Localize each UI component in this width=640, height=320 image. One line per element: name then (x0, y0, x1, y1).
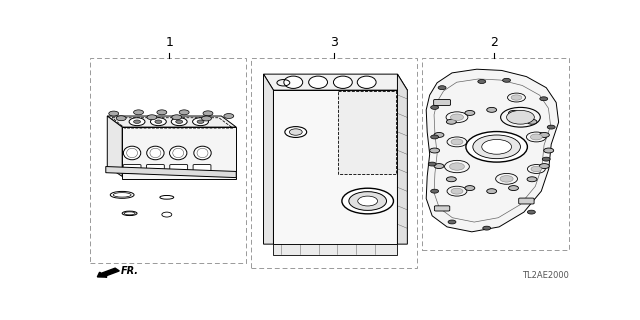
Text: FR.: FR. (121, 266, 139, 276)
Circle shape (527, 119, 537, 124)
Circle shape (500, 176, 513, 182)
Bar (90, 58, 246, 263)
FancyBboxPatch shape (434, 100, 451, 105)
Ellipse shape (284, 76, 303, 88)
Text: 3: 3 (330, 36, 338, 50)
Polygon shape (122, 127, 236, 179)
Circle shape (434, 164, 444, 169)
Circle shape (544, 148, 554, 153)
Polygon shape (273, 90, 397, 244)
Circle shape (438, 86, 446, 90)
Circle shape (482, 140, 511, 154)
FancyArrow shape (97, 268, 119, 277)
Ellipse shape (333, 76, 352, 88)
Circle shape (487, 108, 497, 112)
Circle shape (129, 118, 145, 126)
Circle shape (509, 186, 518, 190)
Polygon shape (338, 92, 396, 174)
Circle shape (451, 188, 463, 194)
Circle shape (465, 186, 475, 190)
Circle shape (531, 166, 541, 172)
Circle shape (150, 118, 166, 126)
Bar (251, 58, 417, 268)
Circle shape (349, 192, 387, 210)
Circle shape (429, 148, 440, 153)
Polygon shape (426, 69, 559, 232)
Text: TL2AE2000: TL2AE2000 (522, 271, 568, 280)
Polygon shape (106, 166, 236, 178)
Circle shape (172, 118, 187, 126)
Circle shape (176, 120, 182, 124)
Circle shape (527, 177, 537, 182)
Circle shape (527, 210, 535, 214)
Bar (422, 58, 568, 250)
Circle shape (540, 164, 549, 169)
Circle shape (428, 162, 436, 166)
Circle shape (446, 177, 456, 182)
Circle shape (358, 196, 378, 206)
Circle shape (157, 110, 167, 115)
Circle shape (434, 132, 444, 137)
Text: 2: 2 (490, 36, 498, 50)
Circle shape (203, 111, 213, 116)
Circle shape (342, 188, 394, 214)
Circle shape (446, 119, 456, 124)
Circle shape (109, 111, 118, 116)
Ellipse shape (147, 146, 164, 160)
FancyBboxPatch shape (147, 164, 164, 173)
Text: 1: 1 (165, 36, 173, 50)
FancyBboxPatch shape (123, 164, 141, 173)
Circle shape (197, 120, 204, 124)
Circle shape (540, 132, 549, 137)
Polygon shape (273, 244, 397, 255)
Circle shape (134, 120, 141, 124)
FancyBboxPatch shape (518, 198, 534, 204)
Circle shape (431, 189, 438, 193)
Circle shape (193, 118, 209, 126)
Circle shape (224, 114, 234, 118)
FancyBboxPatch shape (193, 164, 211, 173)
Circle shape (116, 116, 126, 121)
Circle shape (431, 135, 438, 139)
Circle shape (202, 116, 211, 121)
Circle shape (473, 135, 520, 159)
FancyBboxPatch shape (170, 164, 188, 173)
Polygon shape (264, 74, 273, 244)
Circle shape (451, 139, 463, 145)
Circle shape (289, 129, 302, 135)
Circle shape (511, 95, 522, 100)
Circle shape (478, 80, 486, 84)
Circle shape (531, 134, 542, 140)
Circle shape (540, 97, 548, 101)
Circle shape (509, 110, 518, 116)
Circle shape (172, 115, 182, 120)
Circle shape (487, 189, 497, 194)
Circle shape (451, 114, 463, 121)
Ellipse shape (124, 146, 141, 160)
Circle shape (547, 125, 555, 129)
Polygon shape (108, 116, 122, 176)
Polygon shape (397, 74, 408, 244)
Circle shape (502, 78, 511, 82)
Circle shape (448, 220, 456, 224)
Ellipse shape (194, 146, 211, 160)
Circle shape (134, 110, 143, 115)
Circle shape (179, 110, 189, 115)
Ellipse shape (308, 76, 328, 88)
Ellipse shape (170, 146, 187, 160)
Polygon shape (264, 74, 408, 90)
Circle shape (507, 110, 534, 124)
Circle shape (483, 226, 491, 230)
Polygon shape (108, 116, 236, 127)
Circle shape (465, 110, 475, 116)
Circle shape (285, 127, 307, 138)
Circle shape (466, 132, 527, 162)
Circle shape (431, 105, 438, 109)
Circle shape (147, 115, 157, 120)
Circle shape (449, 163, 465, 170)
Circle shape (542, 157, 550, 161)
Ellipse shape (357, 76, 376, 88)
FancyBboxPatch shape (435, 206, 450, 211)
Circle shape (155, 120, 162, 124)
